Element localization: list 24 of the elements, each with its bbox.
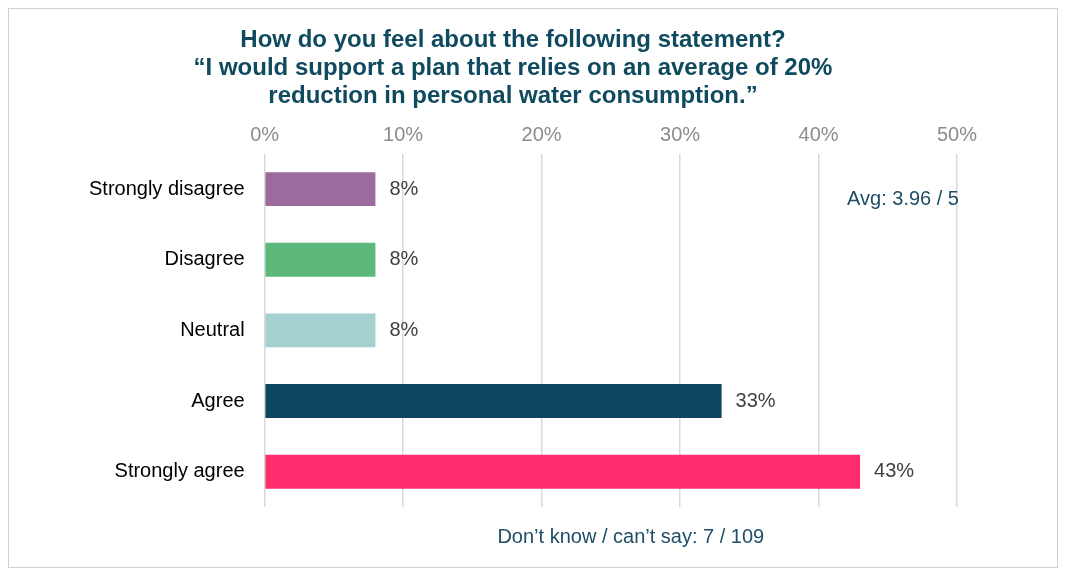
- bar: [265, 384, 722, 418]
- x-tick-label: 40%: [798, 123, 839, 146]
- x-tick-label: 30%: [660, 123, 701, 146]
- x-tick-label: 20%: [521, 123, 562, 146]
- x-tick-label: 0%: [250, 123, 280, 146]
- annotation: Avg: 3.96 / 5: [847, 186, 959, 209]
- data-label: 43%: [874, 459, 915, 482]
- y-tick-label: Strongly disagree: [88, 176, 245, 199]
- x-tick-label: 50%: [936, 123, 978, 146]
- data-label: 33%: [735, 388, 776, 411]
- chart-title: How do you feel about the following statement? “I would support a plan that relies on an average of 20% reduction in personal water consumption.”: [193, 25, 833, 108]
- bar: [265, 242, 376, 277]
- data-label: 8%: [389, 247, 419, 270]
- y-tick-label: Strongly agree: [114, 459, 245, 482]
- y-tick-label: Disagree: [164, 247, 245, 270]
- y-tick-label: Neutral: [180, 317, 245, 340]
- text: Don’t know / can’t say: 7 / 109: [497, 524, 765, 547]
- data-label: 8%: [389, 317, 419, 340]
- bar: [265, 313, 376, 348]
- x-tick-label: 10%: [383, 123, 424, 146]
- y-tick-label: Agree: [191, 388, 245, 411]
- bar: [265, 172, 376, 207]
- bar: [265, 454, 861, 489]
- data-label: 8%: [389, 176, 419, 199]
